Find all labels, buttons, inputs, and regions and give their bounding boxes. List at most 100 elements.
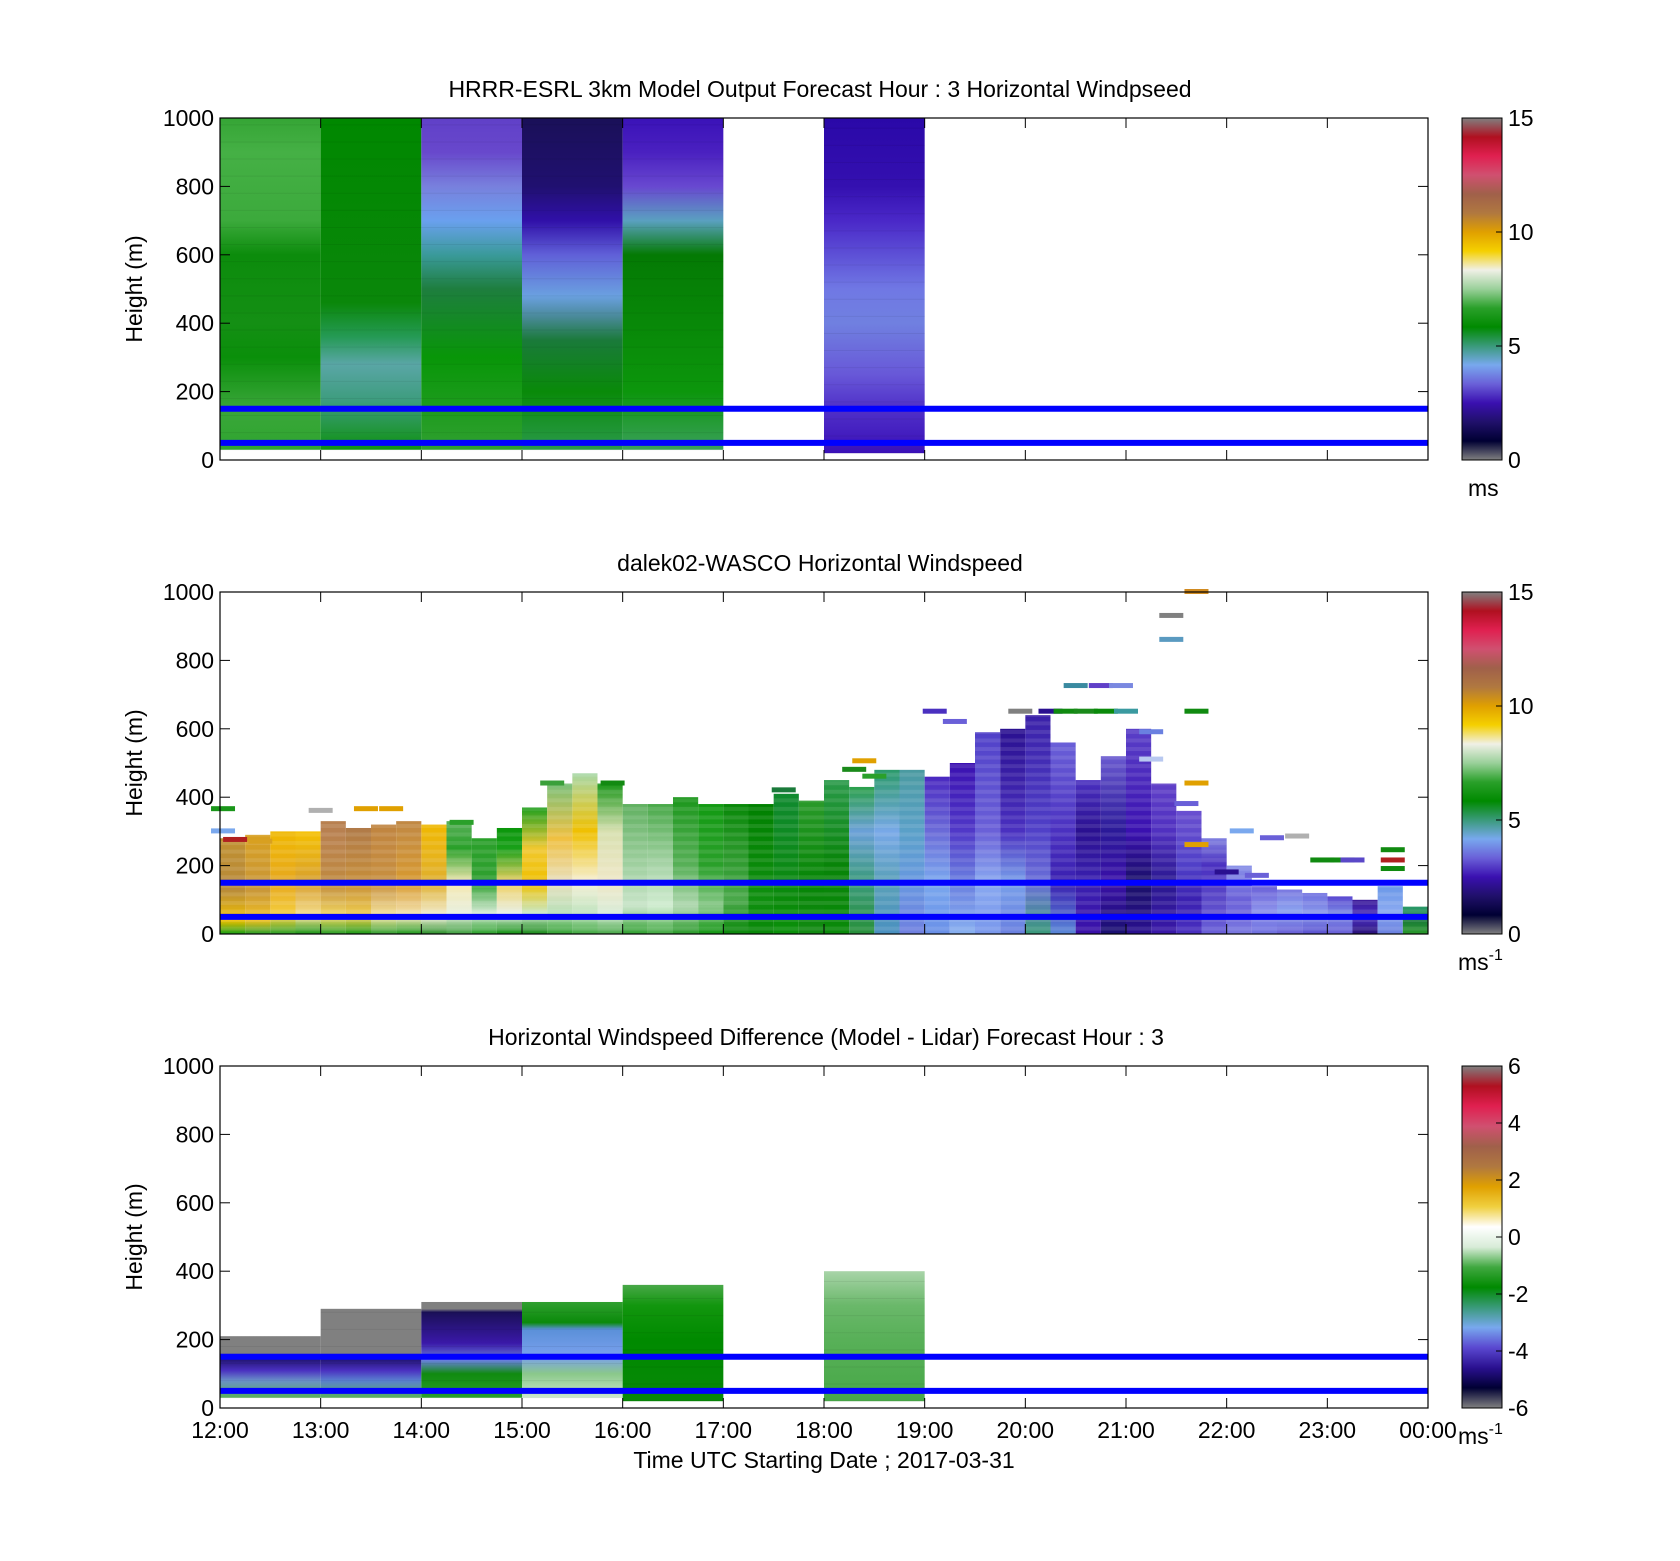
lidar-gate xyxy=(874,892,900,897)
panel-model-colorbar: 0 5 10 15 ms xyxy=(1461,105,1534,501)
lidar-gate xyxy=(270,841,296,846)
lidar-gate xyxy=(899,832,925,837)
data-cell xyxy=(622,1284,724,1402)
lidar-gate xyxy=(824,875,850,880)
lidar-sparse-return xyxy=(1073,708,1098,714)
lidar-gate xyxy=(698,926,724,931)
lidar-gate xyxy=(371,858,397,863)
lidar-gate xyxy=(673,883,699,888)
lidar-gate xyxy=(673,815,699,820)
lidar-gate xyxy=(849,823,875,828)
lidar-gate xyxy=(547,918,573,923)
lidar-gate xyxy=(924,892,950,897)
lidar-gate xyxy=(899,858,925,863)
lidar-gate xyxy=(1075,875,1101,880)
lidar-gate xyxy=(522,849,548,854)
lidar-gate xyxy=(597,918,623,923)
lidar-gate xyxy=(597,892,623,897)
lidar-gate xyxy=(371,892,397,897)
lidar-gate xyxy=(975,815,1001,820)
lidar-gate xyxy=(421,892,447,897)
lidar-gate xyxy=(1302,892,1328,897)
lidar-gate xyxy=(1327,909,1353,914)
lidar-gate xyxy=(220,900,246,905)
lidar-gate xyxy=(1025,806,1051,811)
lidar-gate xyxy=(371,909,397,914)
lidar-gate xyxy=(1126,747,1152,752)
lidar-gate xyxy=(522,900,548,905)
y-tick-label: 400 xyxy=(176,310,214,336)
lidar-gate xyxy=(975,781,1001,786)
lidar-gate xyxy=(1151,815,1177,820)
lidar-gate xyxy=(899,815,925,820)
lidar-gate xyxy=(824,900,850,905)
y-tick-label: 1000 xyxy=(163,579,214,605)
lidar-gate xyxy=(1176,909,1202,914)
lidar-gate xyxy=(647,832,673,837)
lidar-gate xyxy=(270,883,296,888)
lidar-gate xyxy=(899,781,925,786)
lidar-gate xyxy=(270,849,296,854)
lidar-gate xyxy=(320,909,346,914)
lidar-gate xyxy=(849,798,875,803)
lidar-gate xyxy=(295,909,321,914)
lidar-gate xyxy=(698,918,724,923)
lidar-gate xyxy=(949,918,975,923)
lidar-gate xyxy=(1075,781,1101,786)
lidar-gate xyxy=(698,806,724,811)
lidar-gate xyxy=(673,841,699,846)
lidar-gate xyxy=(446,909,472,914)
lidar-gate xyxy=(572,918,598,923)
lidar-gate xyxy=(975,832,1001,837)
lidar-gate xyxy=(1100,764,1126,769)
lidar-gate xyxy=(446,858,472,863)
lidar-gate xyxy=(1025,772,1051,777)
lidar-gate xyxy=(673,892,699,897)
lidar-gate xyxy=(597,823,623,828)
lidar-gate xyxy=(949,772,975,777)
lidar-gate xyxy=(522,918,548,923)
panel-model-data-layer xyxy=(220,118,1428,454)
lidar-gate xyxy=(899,798,925,803)
lidar-sparse-return xyxy=(449,819,474,825)
lidar-gate xyxy=(1302,900,1328,905)
lidar-gate xyxy=(1151,918,1177,923)
lidar-sparse-return xyxy=(353,806,378,812)
lidar-gate xyxy=(647,841,673,846)
lidar-gate xyxy=(1075,841,1101,846)
lidar-gate xyxy=(622,841,648,846)
lidar-gate xyxy=(522,892,548,897)
lidar-gate xyxy=(1176,858,1202,863)
lidar-gate xyxy=(371,926,397,931)
lidar-gate xyxy=(295,883,321,888)
lidar-gate xyxy=(673,823,699,828)
lidar-gate xyxy=(1126,815,1152,820)
lidar-gate xyxy=(673,918,699,923)
colorbar-tick-label: 15 xyxy=(1508,105,1534,131)
lidar-gate xyxy=(798,823,824,828)
lidar-gate xyxy=(597,926,623,931)
colorbar-scale xyxy=(1461,591,1503,935)
lidar-gate xyxy=(572,832,598,837)
lidar-gate xyxy=(396,866,422,871)
lidar-gate xyxy=(899,772,925,777)
lidar-gate xyxy=(245,866,271,871)
lidar-gate xyxy=(723,900,749,905)
colorbar-tick-label: 4 xyxy=(1508,1110,1521,1136)
lidar-gate xyxy=(1100,789,1126,794)
lidar-gate xyxy=(773,823,799,828)
lidar-sparse-return xyxy=(1380,866,1405,872)
lidar-gate xyxy=(1050,883,1076,888)
lidar-gate xyxy=(421,823,447,828)
lidar-gate xyxy=(773,900,799,905)
lidar-gate xyxy=(1000,798,1026,803)
lidar-gate xyxy=(547,892,573,897)
lidar-sparse-return xyxy=(1310,857,1335,863)
lidar-gate xyxy=(824,806,850,811)
colorbar-tick-label: 10 xyxy=(1508,219,1534,245)
lidar-column xyxy=(874,769,900,934)
lidar-gate xyxy=(1377,918,1403,923)
lidar-sparse-return xyxy=(1285,833,1310,839)
lidar-sparse-return xyxy=(1053,708,1078,714)
lidar-gate xyxy=(824,918,850,923)
